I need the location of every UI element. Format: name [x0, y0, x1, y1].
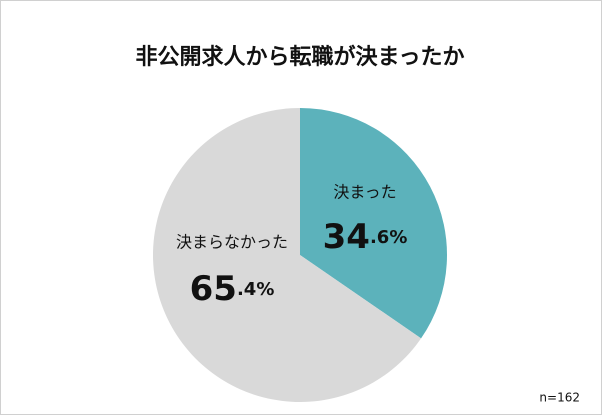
slice-label: 決まらなかった [176, 233, 288, 252]
slice-label: 決まった [333, 183, 396, 202]
pie-slice [300, 108, 447, 339]
value-label: 65.4% [190, 269, 275, 309]
chart-title: 非公開求人から転職が決まったか [135, 44, 464, 70]
sample-note: n=162 [539, 391, 580, 405]
value-label: 34.6% [323, 217, 408, 257]
pie-slice [153, 108, 422, 403]
